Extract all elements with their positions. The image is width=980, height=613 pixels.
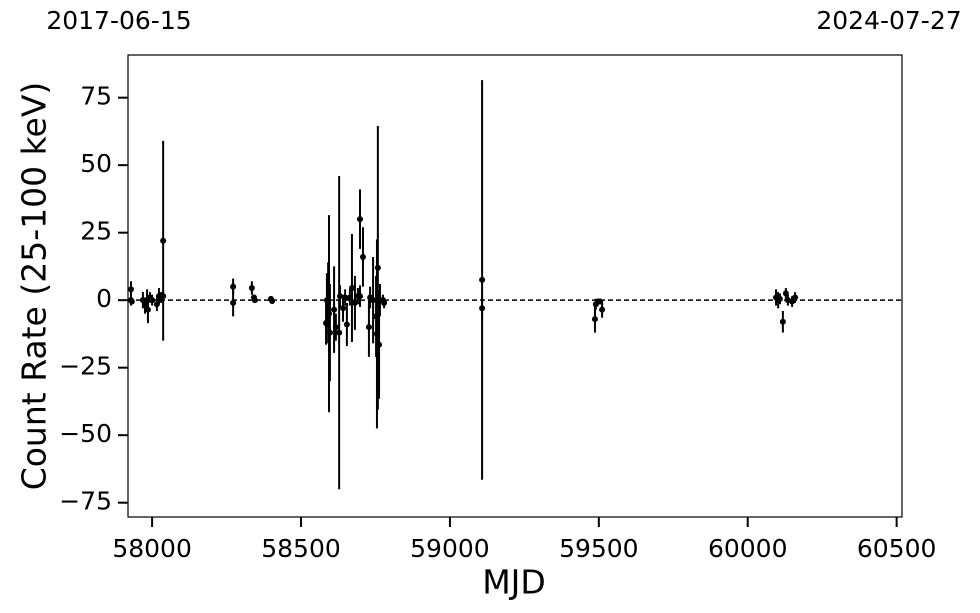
y-tick-label: 0 bbox=[96, 284, 112, 313]
data-point bbox=[348, 285, 355, 292]
y-tick-label: −25 bbox=[59, 352, 112, 381]
data-point bbox=[326, 329, 333, 336]
data-point bbox=[381, 299, 388, 306]
start-date-label: 2017-06-15 bbox=[46, 6, 191, 35]
x-tick-label: 60000 bbox=[708, 534, 788, 563]
data-point bbox=[127, 286, 134, 293]
data-point bbox=[230, 283, 237, 290]
y-tick-label: −50 bbox=[59, 419, 112, 448]
data-point bbox=[149, 297, 156, 304]
data-point bbox=[370, 297, 377, 304]
data-point bbox=[479, 305, 486, 312]
end-date-label: 2024-07-27 bbox=[816, 6, 961, 35]
y-tick-label: 75 bbox=[80, 82, 112, 111]
data-point bbox=[356, 216, 363, 223]
data-point bbox=[332, 324, 339, 331]
x-tick-label: 58500 bbox=[261, 534, 341, 563]
data-point bbox=[351, 299, 358, 306]
data-point bbox=[374, 264, 381, 271]
x-tick-label: 59500 bbox=[559, 534, 639, 563]
x-tick-label: 60500 bbox=[857, 534, 937, 563]
data-point bbox=[160, 237, 167, 244]
data-point bbox=[340, 305, 347, 312]
x-tick-label: 58000 bbox=[112, 534, 192, 563]
data-point bbox=[251, 297, 258, 304]
data-point bbox=[144, 306, 151, 313]
data-point bbox=[376, 341, 383, 348]
data-point bbox=[160, 293, 167, 300]
data-point bbox=[230, 299, 237, 306]
plot-frame bbox=[127, 54, 903, 518]
data-point bbox=[365, 324, 372, 331]
x-axis-label: MJD bbox=[482, 563, 546, 602]
data-point bbox=[336, 329, 343, 336]
data-point bbox=[342, 294, 349, 301]
y-tick-label: −75 bbox=[59, 487, 112, 516]
x-tick-label: 59000 bbox=[410, 534, 490, 563]
y-tick-label: 50 bbox=[80, 149, 112, 178]
data-point bbox=[599, 306, 606, 313]
data-point bbox=[248, 285, 255, 292]
data-point bbox=[359, 253, 366, 260]
y-tick-label: 25 bbox=[80, 217, 112, 246]
y-axis-label: Count Rate (25-100 keV) bbox=[15, 82, 54, 491]
data-point bbox=[128, 298, 135, 305]
data-point bbox=[331, 306, 338, 313]
data-point bbox=[337, 293, 344, 300]
data-point bbox=[776, 295, 783, 302]
data-point bbox=[479, 276, 486, 283]
data-point bbox=[792, 294, 799, 301]
data-point bbox=[779, 318, 786, 325]
data-point bbox=[343, 321, 350, 328]
data-point bbox=[269, 297, 276, 304]
data-point bbox=[356, 293, 363, 300]
data-point bbox=[591, 316, 598, 323]
